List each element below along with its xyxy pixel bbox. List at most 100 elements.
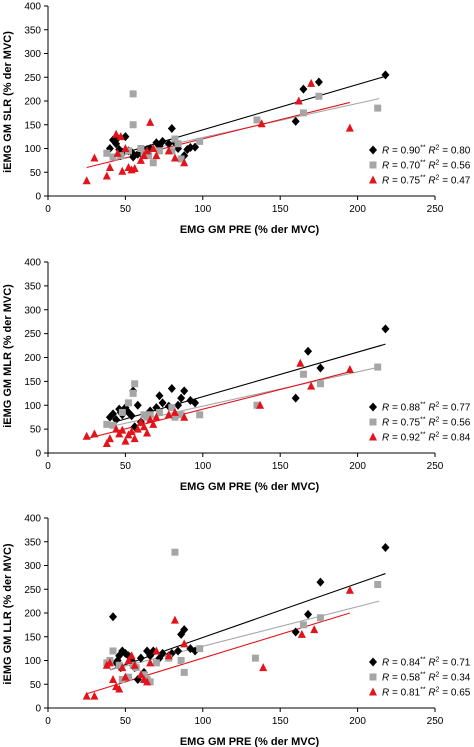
data-point-square [129,389,137,397]
legend-marker-square [369,161,377,169]
legend-marker-triangle [369,175,377,184]
data-point-triangle [164,410,173,419]
data-point-diamond [186,143,195,153]
chart-panel-3: 0 50 100 150 200 250 300 350 400 0 50 100 150 200 250 E… [2,514,471,747]
x-tick-label: 0 [45,716,51,727]
legend-item: R = 0.88** R2 = 0.77 [369,402,471,414]
data-point-triangle [127,427,136,436]
data-point-diamond [174,400,183,410]
y-tick-label: 150 [24,120,41,131]
data-point-square [137,145,145,152]
data-point-triangle [164,651,173,660]
y-tick-label: 250 [24,329,41,340]
data-point-triangle [136,670,145,679]
chart-panel-1: 0 50 100 150 200 250 300 350 400 0 50 100 150 200 250 E… [2,2,471,237]
data-point-diamond [291,116,300,126]
data-point-square [374,581,382,588]
data-point-triangle [146,415,155,424]
data-point-triangle [310,625,319,634]
data-point-triangle [118,166,127,175]
legend-item: R = 0.92** R2 = 0.84 [369,432,471,444]
data-point-diamond [177,393,186,403]
data-point-diamond [180,386,189,396]
data-point-diamond [109,612,118,622]
x-tick-label: 250 [427,204,444,215]
y-tick-label: 150 [24,632,41,643]
data-point-diamond [158,398,167,408]
y-tick-label: 0 [35,192,41,203]
legend-marker-diamond [369,657,377,667]
data-point-square [152,659,160,667]
data-point-diamond [167,124,176,134]
data-point-square [129,90,137,98]
data-point-square [155,408,163,416]
data-point-diamond [158,136,167,146]
data-point-triangle [113,148,122,157]
legend-text: R = 0.58** R2 = 0.34 [382,672,471,684]
data-point-triangle [133,424,142,433]
data-point-square [299,621,307,629]
y-tick-label: 0 [35,449,41,460]
data-point-triangle [139,422,148,431]
data-point-square [374,363,382,371]
data-point-triangle [307,381,316,390]
x-tick-label: 0 [45,461,51,472]
data-point-square [177,155,185,163]
data-point-triangle [139,151,148,160]
legend-text: R = 0.70** R2 = 0.56 [382,160,471,172]
data-point-diamond [174,646,183,656]
y-tick-label: 350 [24,281,41,292]
data-point-diamond [304,346,313,356]
data-point-triangle [109,675,118,683]
legend-marker-triangle [369,432,377,441]
data-point-triangle [256,400,265,409]
data-point-square [115,661,123,669]
regression-line-triangle [86,371,350,440]
data-point-triangle [118,663,127,672]
x-tick-label: 200 [349,204,366,215]
data-point-triangle [180,158,189,167]
y-tick-label: 0 [35,704,41,715]
legend-item: R = 0.90** R2 = 0.80 [369,145,471,157]
data-point-triangle [143,428,152,437]
y-tick-label: 250 [24,585,41,596]
data-point-square [171,548,179,556]
data-point-square [109,421,117,429]
data-point-square [253,401,261,409]
data-point-triangle [130,163,139,172]
data-point-triangle [296,358,305,367]
data-point-diamond [381,542,390,552]
data-point-diamond [167,384,176,394]
legend-item: R = 0.81** R2 = 0.65 [369,687,471,699]
data-point-square [253,116,261,124]
x-tick-label: 0 [45,204,51,215]
y-tick-label: 200 [24,353,41,364]
regression-line-square [109,600,380,671]
data-point-diamond [381,70,390,80]
data-point-square [196,645,204,653]
data-point-square [299,109,307,117]
y-tick-label: 400 [24,258,41,269]
data-point-square [196,411,204,419]
x-tick-label: 150 [272,716,289,727]
data-point-diamond [316,363,325,373]
data-point-triangle [82,691,91,700]
data-point-triangle [180,639,189,648]
data-point-triangle [297,629,306,638]
x-axis-title: EMG GM PRE (% der MVC) [180,224,320,236]
data-point-triangle [257,119,266,128]
y-tick-label: 50 [30,168,42,179]
data-point-triangle [170,615,179,624]
data-point-triangle [170,407,179,416]
data-point-square [109,647,117,655]
data-point-triangle [143,146,152,155]
data-point-triangle [170,153,179,162]
y-axis-title: iEMG GM LLR (% der MVC) [2,543,14,685]
data-point-triangle [112,424,121,433]
data-point-triangle [118,425,127,434]
data-point-triangle [82,431,91,440]
data-point-triangle [136,155,145,164]
data-point-triangle [146,658,155,667]
data-point-triangle [102,171,111,180]
